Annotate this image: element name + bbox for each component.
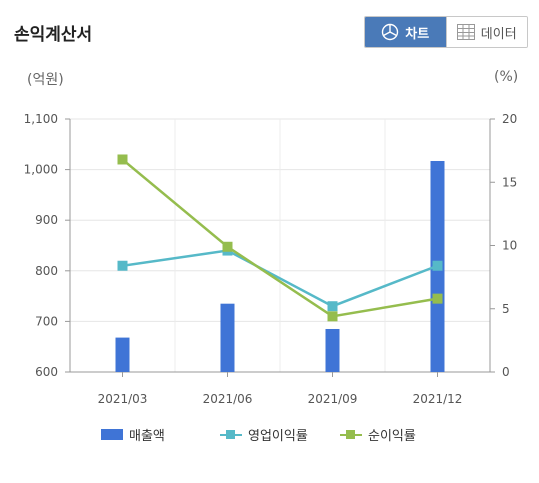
x-tick-label: 2021/06: [203, 392, 253, 406]
legend-item-revenue[interactable]: 매출액: [101, 425, 165, 444]
net-margin-point-2021-06: [222, 241, 233, 252]
left-tick-label: 1,100: [24, 112, 58, 126]
view-toggle: 차트 데이터: [364, 16, 528, 48]
chart-tab-label: 차트: [405, 26, 430, 42]
net-margin-line: [121, 158, 438, 318]
page-title: 손익계산서: [14, 25, 93, 45]
net-margin-point-2021-03: [117, 154, 128, 165]
right-axis-unit: (%): [494, 69, 519, 85]
legend-item-operating-margin[interactable]: 영업이익률: [220, 425, 308, 444]
right-tick-label: 10: [502, 239, 517, 253]
x-tick-label: 2021/09: [308, 392, 358, 406]
left-tick-label: 600: [35, 365, 58, 379]
table-icon: [456, 24, 475, 40]
operating-margin-point-2021-03: [117, 260, 128, 271]
legend-label-revenue: 매출액: [129, 429, 165, 444]
left-tick-label: 1,000: [24, 163, 58, 177]
right-tick-label: 20: [502, 112, 517, 126]
legend-bar-swatch: [101, 429, 123, 440]
legend-line-swatch: [340, 429, 362, 440]
chart-tab[interactable]: 차트: [365, 17, 446, 47]
bar-revenue-2021-09: [325, 328, 340, 372]
pie-chart-icon: [381, 23, 399, 41]
bar-revenue-2021-06: [220, 303, 235, 372]
legend-item-net-margin[interactable]: 순이익률: [340, 425, 416, 444]
data-tab[interactable]: 데이터: [445, 17, 527, 47]
net-margin-point-2021-12: [432, 293, 443, 304]
right-tick-label: 0: [502, 365, 510, 379]
income-statement-chart: 600 700 800 900 1,000 1,100 0 5 10 15 20 2021/03 202…: [24, 112, 518, 406]
x-tick-label: 2021/12: [413, 392, 463, 406]
legend-label-net-margin: 순이익률: [368, 429, 416, 444]
right-tick-label: 5: [502, 302, 510, 316]
left-tick-label: 700: [35, 314, 58, 328]
legend-label-operating-margin: 영업이익률: [248, 429, 308, 444]
bar-revenue-2021-03: [115, 337, 130, 372]
operating-margin-line: [122, 249, 438, 308]
right-tick-label: 15: [502, 175, 517, 189]
net-margin-point-2021-09: [327, 311, 338, 322]
operating-margin-point-2021-12: [432, 260, 443, 271]
left-tick-label: 900: [35, 213, 58, 227]
data-tab-label: 데이터: [480, 26, 517, 42]
x-tick-label: 2021/03: [98, 392, 148, 406]
left-tick-label: 800: [35, 264, 58, 278]
operating-margin-point-2021-09: [327, 301, 338, 312]
legend-line-swatch: [220, 429, 242, 440]
chart-legend: 매출액 영업이익률 순이익률: [0, 425, 539, 445]
left-axis-unit: (억원): [27, 72, 64, 88]
